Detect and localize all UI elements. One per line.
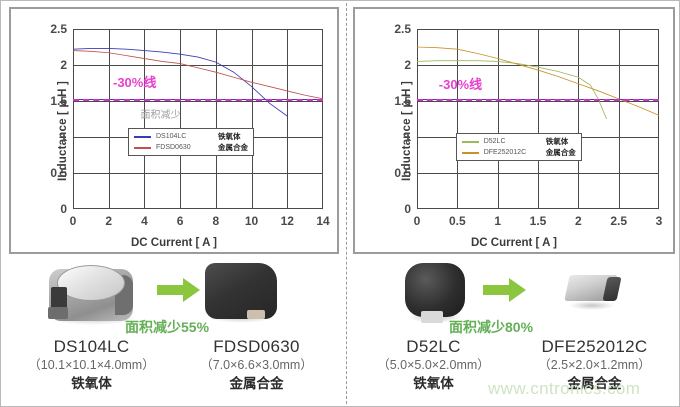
legend-swatch-icon (461, 140, 479, 143)
y-tick: 2 (60, 58, 67, 72)
x-tick: 0.5 (448, 214, 466, 228)
legend-code: D52LC (483, 138, 506, 146)
legend-right: D52LC 铁氧体 DFE252012C 金属合金 (455, 133, 582, 162)
chart-panel-left: Inductance [ μ H ] DC Current [ A ] 0 0.… (9, 7, 339, 254)
threshold-dashed-line (417, 98, 659, 101)
product-to-right: DFE252012C （2.5×2.0×1.2mm） 金属合金 (514, 337, 675, 393)
plot-frame (73, 29, 323, 209)
product-material: 铁氧体 (71, 376, 112, 391)
legend-code: DFE252012C (483, 149, 527, 157)
series-line-fdsd0630 (73, 51, 323, 99)
legend-code: FDSD0630 (156, 144, 191, 151)
product-dimensions: （7.0×6.6×3.0mm） (200, 358, 313, 372)
product-panel-left: 面积减少55% DS104LC （10.1×10.1×4.0mm） 铁氧体 FD… (9, 259, 339, 403)
series-lines-right (417, 29, 659, 209)
legend-material: 金属合金 (545, 148, 576, 158)
product-panel-right: 面积减少80% D52LC （5.0×5.0×2.0mm） 铁氧体 DFE252… (353, 259, 675, 403)
inductor-photo-dfe252012c (564, 275, 622, 311)
threshold-label-right: -30%线 (438, 77, 483, 92)
x-axis-label-right: DC Current [ A ] (470, 237, 558, 249)
y-tick: 0.5 (50, 166, 67, 180)
product-dimensions: （10.1×10.1×4.0mm） (28, 358, 155, 372)
x-tick: 0 (69, 214, 77, 228)
legend-material: 金属合金 (218, 143, 248, 152)
arrow-right-icon (157, 277, 201, 303)
y-tick: 2 (404, 58, 411, 72)
plot-area-left: 0 0.5 1 1.5 2 2.5 0 2 4 6 8 10 12 14 (50, 22, 329, 228)
x-tick: 1 (494, 214, 501, 228)
legend-item: DS104LC 铁氧体 (134, 131, 248, 142)
chart-panel-right: Inductance [ μ H ] DC Current [ A ] 0 0.… (353, 7, 675, 254)
x-tick: 3 (655, 214, 663, 228)
x-tick: 0 (413, 214, 421, 228)
panel-divider (346, 3, 347, 404)
legend-left: DS104LC 铁氧体 FDSD0630 金属合金 (128, 128, 254, 156)
ghost-note-left: 面积减少 (140, 110, 181, 122)
x-tick: 14 (316, 214, 330, 228)
product-images-left: 面积减少55% (9, 259, 339, 335)
y-tick: 1.5 (50, 94, 67, 108)
x-tick: 6 (176, 214, 184, 228)
arrow-right-icon (483, 277, 527, 303)
product-name: FDSD0630 (213, 337, 300, 356)
product-material: 铁氧体 (413, 376, 454, 391)
y-tick: 1 (404, 130, 411, 144)
product-material: 金属合金 (567, 376, 622, 391)
x-tick: 2 (574, 214, 582, 228)
legend-item: FDSD0630 金属合金 (134, 142, 248, 153)
product-material: 金属合金 (229, 376, 284, 391)
threshold-dashed-line (73, 98, 323, 101)
legend-swatch-icon (134, 146, 151, 149)
y-tick: 0 (404, 202, 411, 216)
legend-item: DFE252012C 金属合金 (461, 147, 576, 158)
y-tick: 2.5 (394, 22, 411, 36)
legend-material: 铁氧体 (545, 137, 569, 147)
site-watermark: www.cntronics.com (488, 379, 641, 398)
product-from-left: DS104LC （10.1×10.1×4.0mm） 铁氧体 (9, 337, 174, 393)
x-tick: 12 (280, 214, 294, 228)
x-tick: 1.5 (529, 214, 547, 228)
x-tick: 10 (244, 214, 259, 228)
product-name: DS104LC (53, 337, 130, 356)
product-dimensions: （5.0×5.0×2.0mm） (377, 358, 490, 372)
y-tick: 1 (60, 130, 67, 144)
inductor-photo-d52lc (405, 263, 465, 325)
product-name: D52LC (406, 337, 461, 356)
y-tick: 0 (60, 202, 67, 216)
legend-swatch-icon (461, 151, 479, 154)
x-tick: 2 (105, 214, 113, 228)
legend-material: 铁氧体 (218, 132, 241, 141)
series-line-d52lc (417, 61, 607, 119)
product-to-left: FDSD0630 （7.0×6.6×3.0mm） 金属合金 (174, 337, 339, 393)
area-reduction-text-left: 面积减少55% (125, 319, 210, 335)
legend-item: D52LC 铁氧体 (461, 136, 576, 147)
x-tick: 8 (212, 214, 220, 228)
product-from-right: D52LC （5.0×5.0×2.0mm） 铁氧体 (353, 337, 514, 393)
x-tick: 2.5 (610, 214, 627, 228)
x-tick: 4 (141, 214, 148, 228)
x-axis-label-left: DC Current [ A ] (130, 237, 218, 249)
product-images-right: 面积减少80% (353, 259, 675, 335)
threshold-label-left: -30%线 (113, 75, 157, 91)
inductor-photo-fdsd0630 (205, 263, 277, 325)
plot-area-right: 0 0.5 1 1.5 2 2.5 0 0.5 1 1.5 2 2.5 3 (394, 22, 662, 228)
legend-code: DS104LC (156, 133, 187, 140)
inductor-photo-ds104lc (43, 261, 139, 329)
y-tick: 1.5 (394, 94, 411, 108)
area-reduction-text-right: 面积减少80% (449, 319, 534, 335)
legend-swatch-icon (134, 135, 151, 138)
series-line-ds104lc (73, 48, 287, 116)
y-tick: 2.5 (50, 22, 67, 36)
product-name: DFE252012C (541, 337, 648, 356)
y-tick: 0.5 (394, 166, 411, 180)
product-dimensions: （2.5×2.0×1.2mm） (538, 358, 651, 372)
series-lines-left (73, 29, 323, 209)
